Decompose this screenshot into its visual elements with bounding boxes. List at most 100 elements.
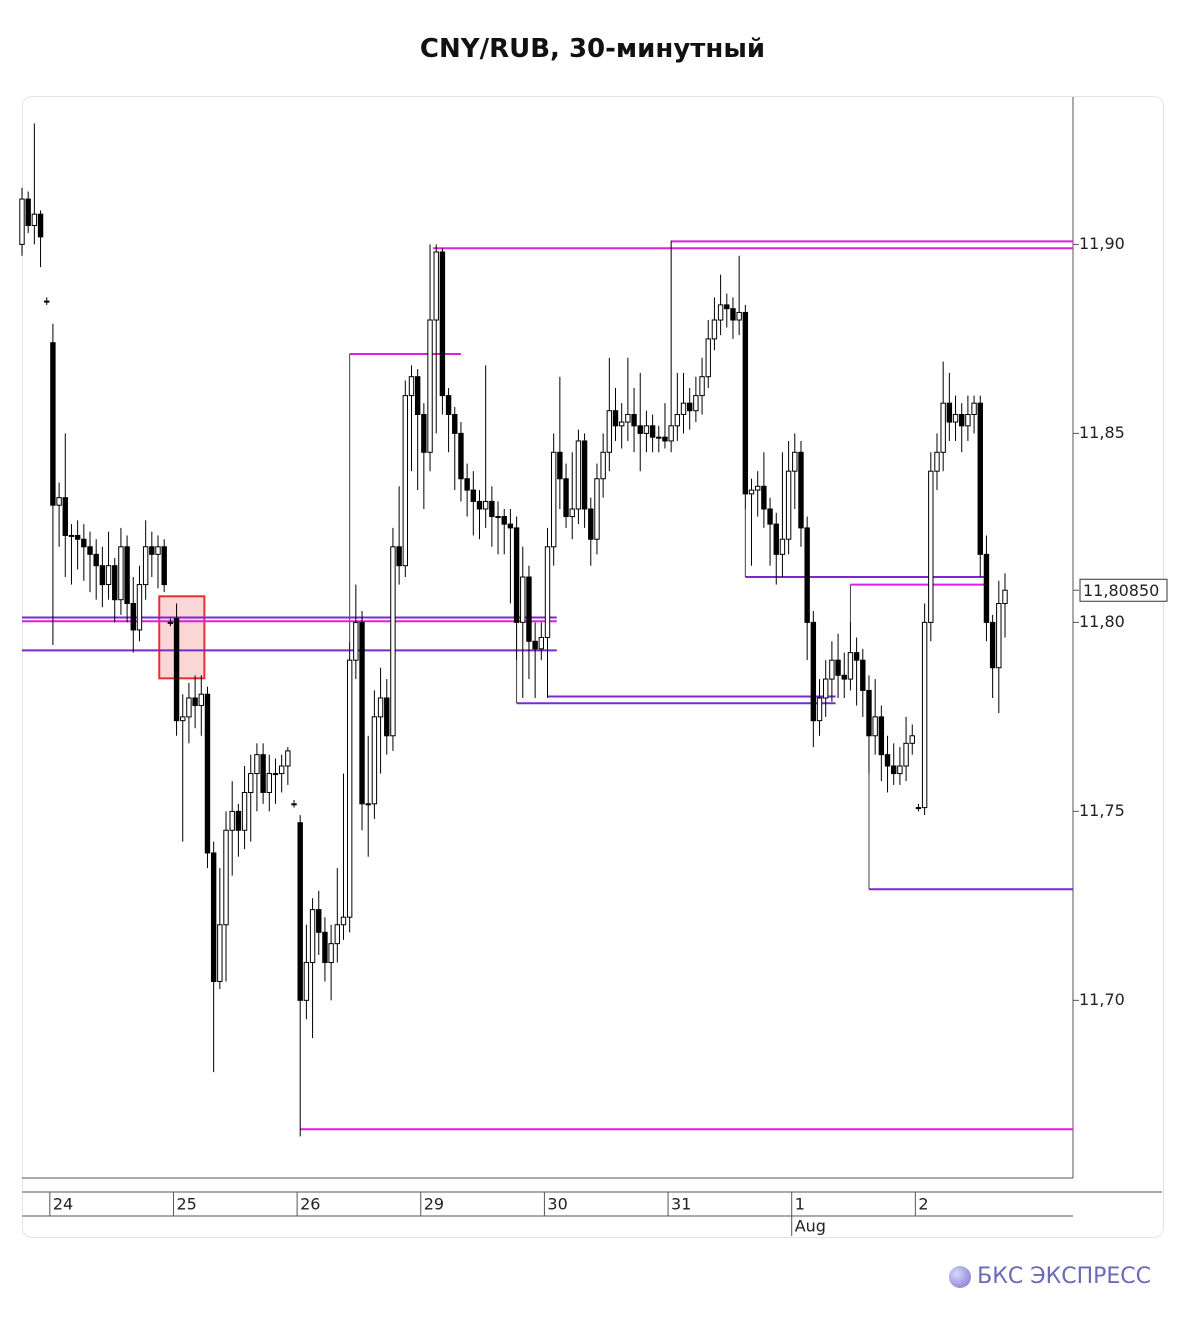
candle-body [829,659,835,680]
candle-body [816,697,823,722]
candle-body [31,213,38,227]
last-price-label: 11,80850 [1083,581,1159,600]
candle-body [433,251,439,321]
candle-body [798,451,804,529]
candle-body [161,546,167,586]
candle-body [377,697,384,718]
candle-body [501,516,507,525]
candle-body [940,402,946,453]
candle-body [291,803,297,806]
candle-body [767,508,773,525]
candle-body [606,410,613,453]
candle-body [755,485,761,491]
candle-body [229,810,235,831]
candle-body [736,311,742,321]
candle-body [810,621,817,722]
candle-body [482,500,489,510]
candle-body [142,546,149,586]
candle-body [569,508,575,518]
y-tick-label: 11,75 [1079,801,1125,820]
candle-body [124,546,130,604]
candle-body [414,376,421,415]
candle-body [680,402,687,415]
candle-body [62,497,68,536]
candle-body [105,565,112,586]
candle-body [37,213,44,238]
candle-body [458,432,464,480]
candle-body [748,489,755,495]
candle-body [717,304,724,321]
candle-body [656,436,662,439]
candle-body [705,338,711,378]
candle-body [99,565,106,586]
candle-body [649,425,656,438]
candle-body [532,640,538,650]
candle-body [359,621,365,805]
candle-body [841,674,847,680]
candle-body [785,470,792,540]
logo-icon [949,1265,972,1288]
candle-body [724,304,730,310]
x-tick-label: 1 [795,1195,805,1214]
x-tick-label: 2 [918,1195,928,1214]
candle-body [155,546,161,555]
highlight-box [158,595,206,680]
candle-body [600,451,606,480]
candle-body [44,300,50,303]
candle-body [662,436,668,442]
candle-body [526,576,532,642]
candle-body [699,376,705,397]
candle-body [210,852,217,982]
candle-body [674,413,681,427]
candle-body [50,342,56,506]
candle-body [897,765,903,775]
candle-body [421,413,427,453]
candle-body [136,584,143,631]
candle-body [173,618,180,722]
candle-body [390,546,396,737]
candle-body [384,697,390,737]
candle-body [853,652,860,661]
x-tick-label: 30 [547,1195,567,1214]
candle-body [198,693,204,707]
candle-body [903,742,909,767]
candle-body [686,402,693,412]
candle-body [891,765,897,775]
candle-body [19,198,25,245]
candle-body [965,413,971,427]
candle-body [959,413,965,427]
candle-body [346,659,353,918]
candle-body [118,546,124,601]
y-tick-label: 11,85 [1079,423,1125,442]
candle-body [835,659,841,676]
candle-body [1002,589,1008,604]
x-tick-label: 25 [176,1195,196,1214]
candle-body [309,909,316,964]
candle-body [322,931,328,964]
candle-body [643,425,650,434]
candle-body [860,659,866,691]
candle-body [934,451,940,472]
candle-body [316,909,322,933]
candle-body [971,402,977,415]
candle-body [538,637,545,650]
candle-body [74,534,81,540]
candle-body [557,451,563,480]
candle-body [254,754,260,775]
candle-body [928,470,934,623]
candle-body [303,962,310,1001]
candle-body [594,478,600,540]
candle-body [180,716,186,722]
candle-body [248,773,254,793]
candle-body [612,410,619,427]
candle-body [631,413,637,427]
last-price-box [1079,578,1168,602]
y-tick-label: 11,90 [1079,234,1125,253]
candle-body [328,943,334,964]
candle-body [266,773,272,793]
candle-body [742,311,749,495]
candle-body [946,402,953,423]
candle-body [353,621,359,661]
candle-body [402,395,409,567]
